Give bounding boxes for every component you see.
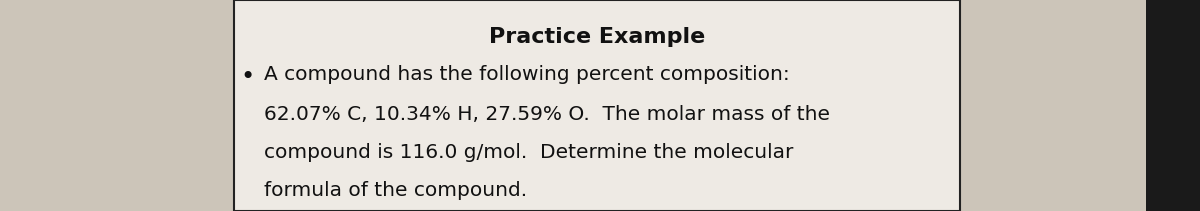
Text: compound is 116.0 g/mol.  Determine the molecular: compound is 116.0 g/mol. Determine the m… <box>264 143 793 162</box>
Text: 62.07% C, 10.34% H, 27.59% O.  The molar mass of the: 62.07% C, 10.34% H, 27.59% O. The molar … <box>264 106 830 124</box>
Text: Practice Example: Practice Example <box>488 27 706 47</box>
Text: formula of the compound.: formula of the compound. <box>264 181 527 200</box>
Text: •: • <box>240 65 254 89</box>
Bar <box>1146 0 1200 211</box>
Bar <box>234 0 960 211</box>
Text: A compound has the following percent composition:: A compound has the following percent com… <box>264 65 790 84</box>
